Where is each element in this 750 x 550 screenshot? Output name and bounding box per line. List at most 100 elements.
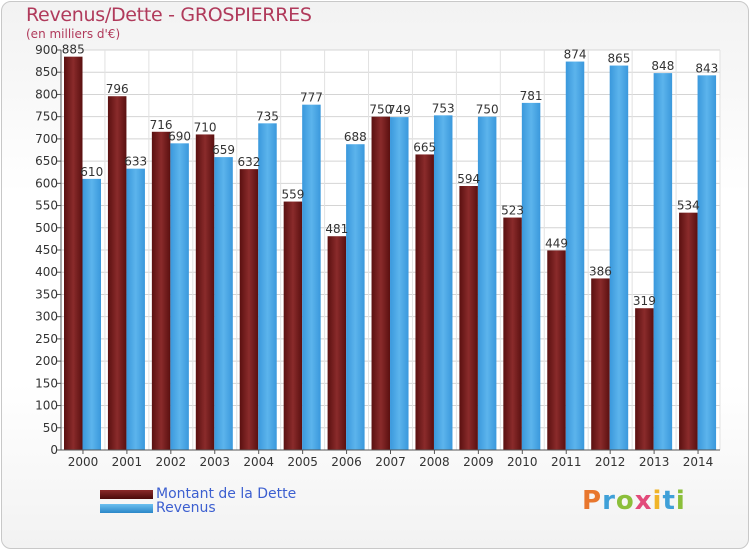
data-label: 449	[545, 236, 568, 250]
y-tick-label: 650	[35, 154, 58, 168]
y-tick-label: 100	[35, 399, 58, 413]
bar-dette	[283, 201, 303, 450]
bar-revenus	[82, 178, 101, 450]
bar-dette	[459, 186, 478, 450]
logo-letter: x	[634, 486, 653, 516]
bar-dette	[327, 236, 347, 450]
data-label: 796	[106, 82, 129, 96]
bar-dette	[107, 96, 127, 450]
data-label: 319	[633, 294, 656, 308]
bar-revenus	[477, 116, 497, 451]
legend-swatch-revenus	[100, 504, 153, 513]
data-label: 659	[212, 143, 235, 157]
data-label: 710	[194, 120, 217, 134]
legend-item-dette: Montant de la Dette	[100, 486, 350, 502]
x-tick-label: 2013	[639, 455, 670, 469]
y-tick-label: 150	[35, 376, 58, 390]
x-tick-label: 2007	[375, 455, 406, 469]
y-tick-label: 350	[35, 287, 58, 301]
data-label: 688	[344, 130, 367, 144]
legend-label-revenus: Revenus	[156, 500, 216, 516]
y-tick-label: 900	[35, 43, 58, 57]
bar-revenus	[565, 61, 585, 451]
logo-letter: i	[675, 486, 686, 516]
legend-item-revenus: Revenus	[100, 500, 350, 516]
bar-revenus	[214, 157, 233, 450]
data-label: 874	[564, 48, 587, 62]
y-tick-label: 200	[35, 354, 58, 368]
y-tick-label: 0	[50, 443, 58, 457]
x-tick-label: 2005	[287, 455, 318, 469]
data-label: 750	[476, 103, 499, 117]
data-label: 885	[62, 43, 85, 57]
data-label: 843	[695, 61, 718, 75]
chart-subtitle: (en milliers d'€)	[26, 27, 121, 41]
y-tick-label: 50	[43, 421, 58, 435]
data-label: 848	[651, 59, 674, 73]
logo-letter: t	[662, 486, 676, 516]
y-tick-label: 500	[35, 221, 58, 235]
bar-dette	[371, 116, 391, 451]
bar-revenus	[302, 104, 321, 451]
data-label: 777	[300, 91, 323, 105]
bar-revenus	[521, 102, 541, 450]
y-tick-label: 250	[35, 332, 58, 346]
bar-revenus	[258, 123, 277, 450]
data-label: 735	[256, 109, 279, 123]
logo-letter: r	[602, 486, 616, 516]
bar-revenus	[346, 144, 365, 450]
bar-revenus	[697, 75, 717, 450]
logo-letter: i	[652, 486, 663, 516]
y-tick-label: 800	[35, 87, 58, 101]
x-tick-label: 2012	[595, 455, 626, 469]
data-label: 481	[325, 222, 348, 236]
x-tick-label: 2000	[68, 455, 99, 469]
bar-revenus	[126, 168, 145, 450]
y-tick-label: 300	[35, 310, 58, 324]
bar-revenus	[653, 73, 673, 450]
bar-dette	[635, 308, 654, 450]
bar-revenus	[609, 65, 629, 451]
logo-letter: o	[615, 486, 635, 516]
x-tick-label: 2011	[551, 455, 582, 469]
data-label: 753	[432, 101, 455, 115]
data-label: 386	[589, 264, 612, 278]
data-label: 610	[80, 165, 103, 179]
data-label: 559	[281, 188, 304, 202]
data-label: 534	[677, 199, 700, 213]
proxiti-logo: Proxiti	[582, 486, 686, 516]
y-tick-label: 850	[35, 65, 58, 79]
bar-revenus	[390, 117, 409, 450]
logo-letter: P	[582, 486, 603, 516]
legend-label-dette: Montant de la Dette	[156, 486, 297, 502]
data-label: 523	[501, 204, 524, 218]
data-label: 865	[607, 52, 630, 66]
y-tick-label: 400	[35, 265, 58, 279]
bar-dette	[547, 250, 566, 450]
data-label: 716	[150, 118, 173, 132]
legend-swatch-dette	[100, 490, 153, 499]
data-label: 690	[168, 129, 191, 143]
bar-dette	[195, 134, 215, 450]
y-tick-label: 750	[35, 110, 58, 124]
bar-dette	[239, 169, 259, 450]
x-tick-label: 2006	[331, 455, 362, 469]
y-tick-label: 450	[35, 243, 58, 257]
x-tick-label: 2002	[156, 455, 187, 469]
x-tick-label: 2008	[419, 455, 450, 469]
bar-dette	[679, 212, 698, 450]
x-tick-label: 2014	[683, 455, 714, 469]
bar-dette	[415, 154, 434, 450]
bar-revenus	[170, 143, 189, 451]
y-tick-label: 600	[35, 176, 58, 190]
y-tick-label: 550	[35, 199, 58, 213]
x-tick-label: 2004	[243, 455, 274, 469]
y-tick-label: 700	[35, 132, 58, 146]
data-label: 781	[520, 89, 543, 103]
x-tick-label: 2009	[463, 455, 494, 469]
bar-dette	[591, 278, 610, 450]
data-label: 665	[413, 140, 436, 154]
bar-dette	[151, 131, 171, 450]
bar-dette	[64, 56, 83, 451]
